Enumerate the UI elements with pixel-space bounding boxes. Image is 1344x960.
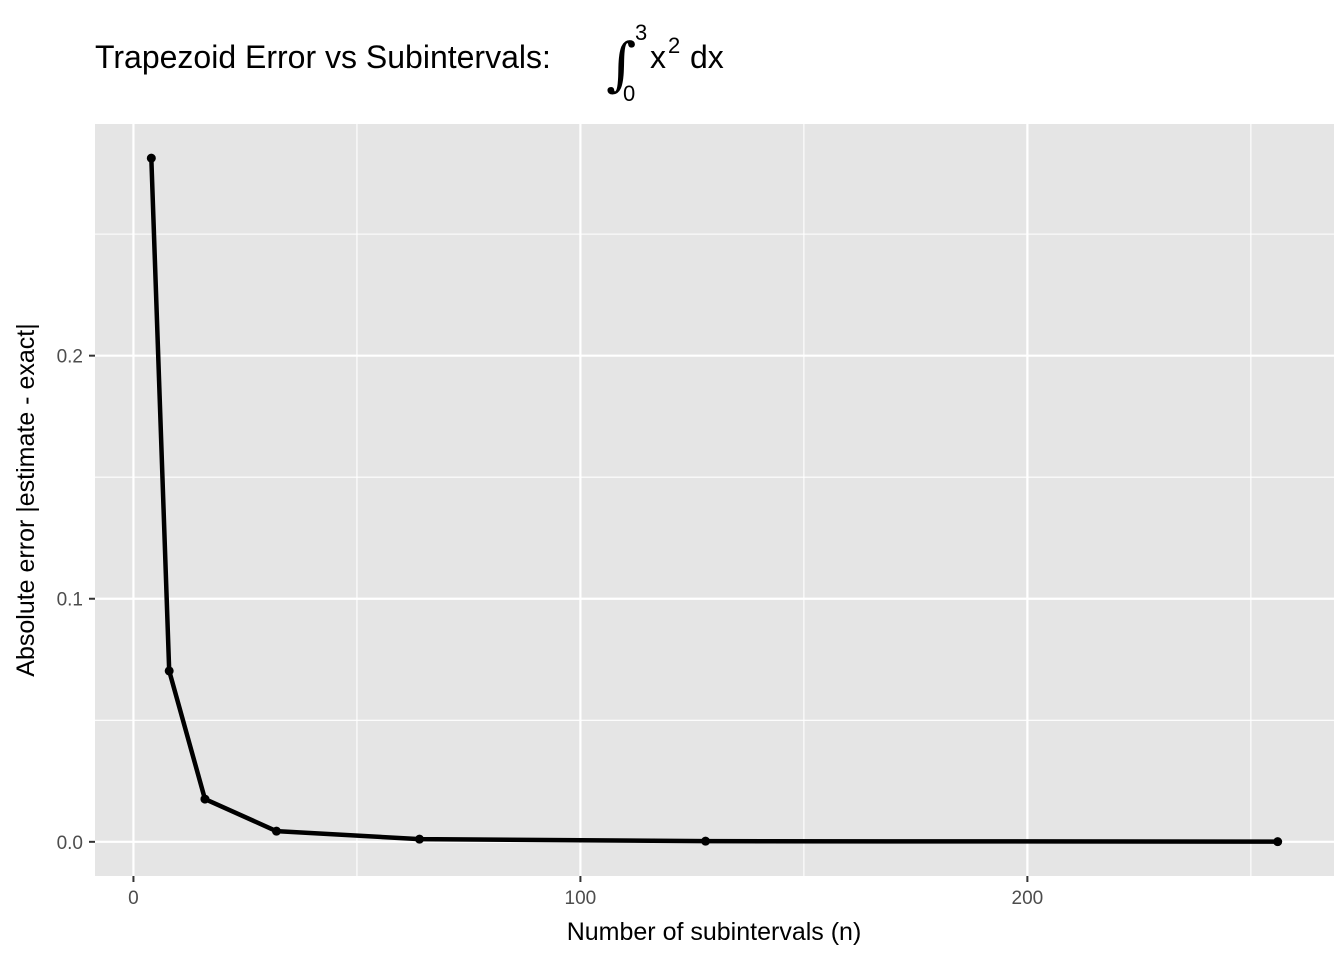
- title-integral-expression: ∫ 3 0 x 2 dx: [606, 20, 724, 106]
- x-axis-title: Number of subintervals (n): [567, 918, 862, 946]
- plot-panel: [95, 124, 1334, 876]
- x-tick-label: 100: [565, 888, 597, 909]
- data-point: [701, 836, 711, 846]
- integrand-exponent: 2: [668, 33, 680, 58]
- integral-lower-limit: 0: [623, 81, 635, 106]
- minor-gridlines: [95, 124, 1334, 876]
- data-point: [1273, 837, 1283, 847]
- integral-upper-limit: 3: [635, 20, 647, 45]
- data-point: [146, 153, 156, 163]
- y-tick-label: 0.2: [57, 347, 83, 368]
- y-axis-title: Absolute error |estimate - exact|: [12, 323, 40, 676]
- y-tick-label: 0.0: [57, 833, 83, 854]
- integrand-base: x: [650, 39, 666, 75]
- integral-sign: ∫: [606, 30, 636, 98]
- data-point: [164, 666, 174, 676]
- data-point: [200, 794, 210, 804]
- x-tick-label: 200: [1012, 888, 1044, 909]
- data-point: [415, 834, 424, 844]
- y-tick-label: 0.1: [57, 590, 83, 611]
- integral-differential: dx: [690, 39, 724, 75]
- x-tick-label: 0: [128, 888, 139, 909]
- axis-ticks: 0 100 200 0.0 0.1 0.2: [57, 347, 1044, 909]
- chart-title: Trapezoid Error vs Subintervals:: [95, 39, 551, 75]
- data-point: [271, 826, 281, 836]
- series-layer: [146, 153, 1283, 847]
